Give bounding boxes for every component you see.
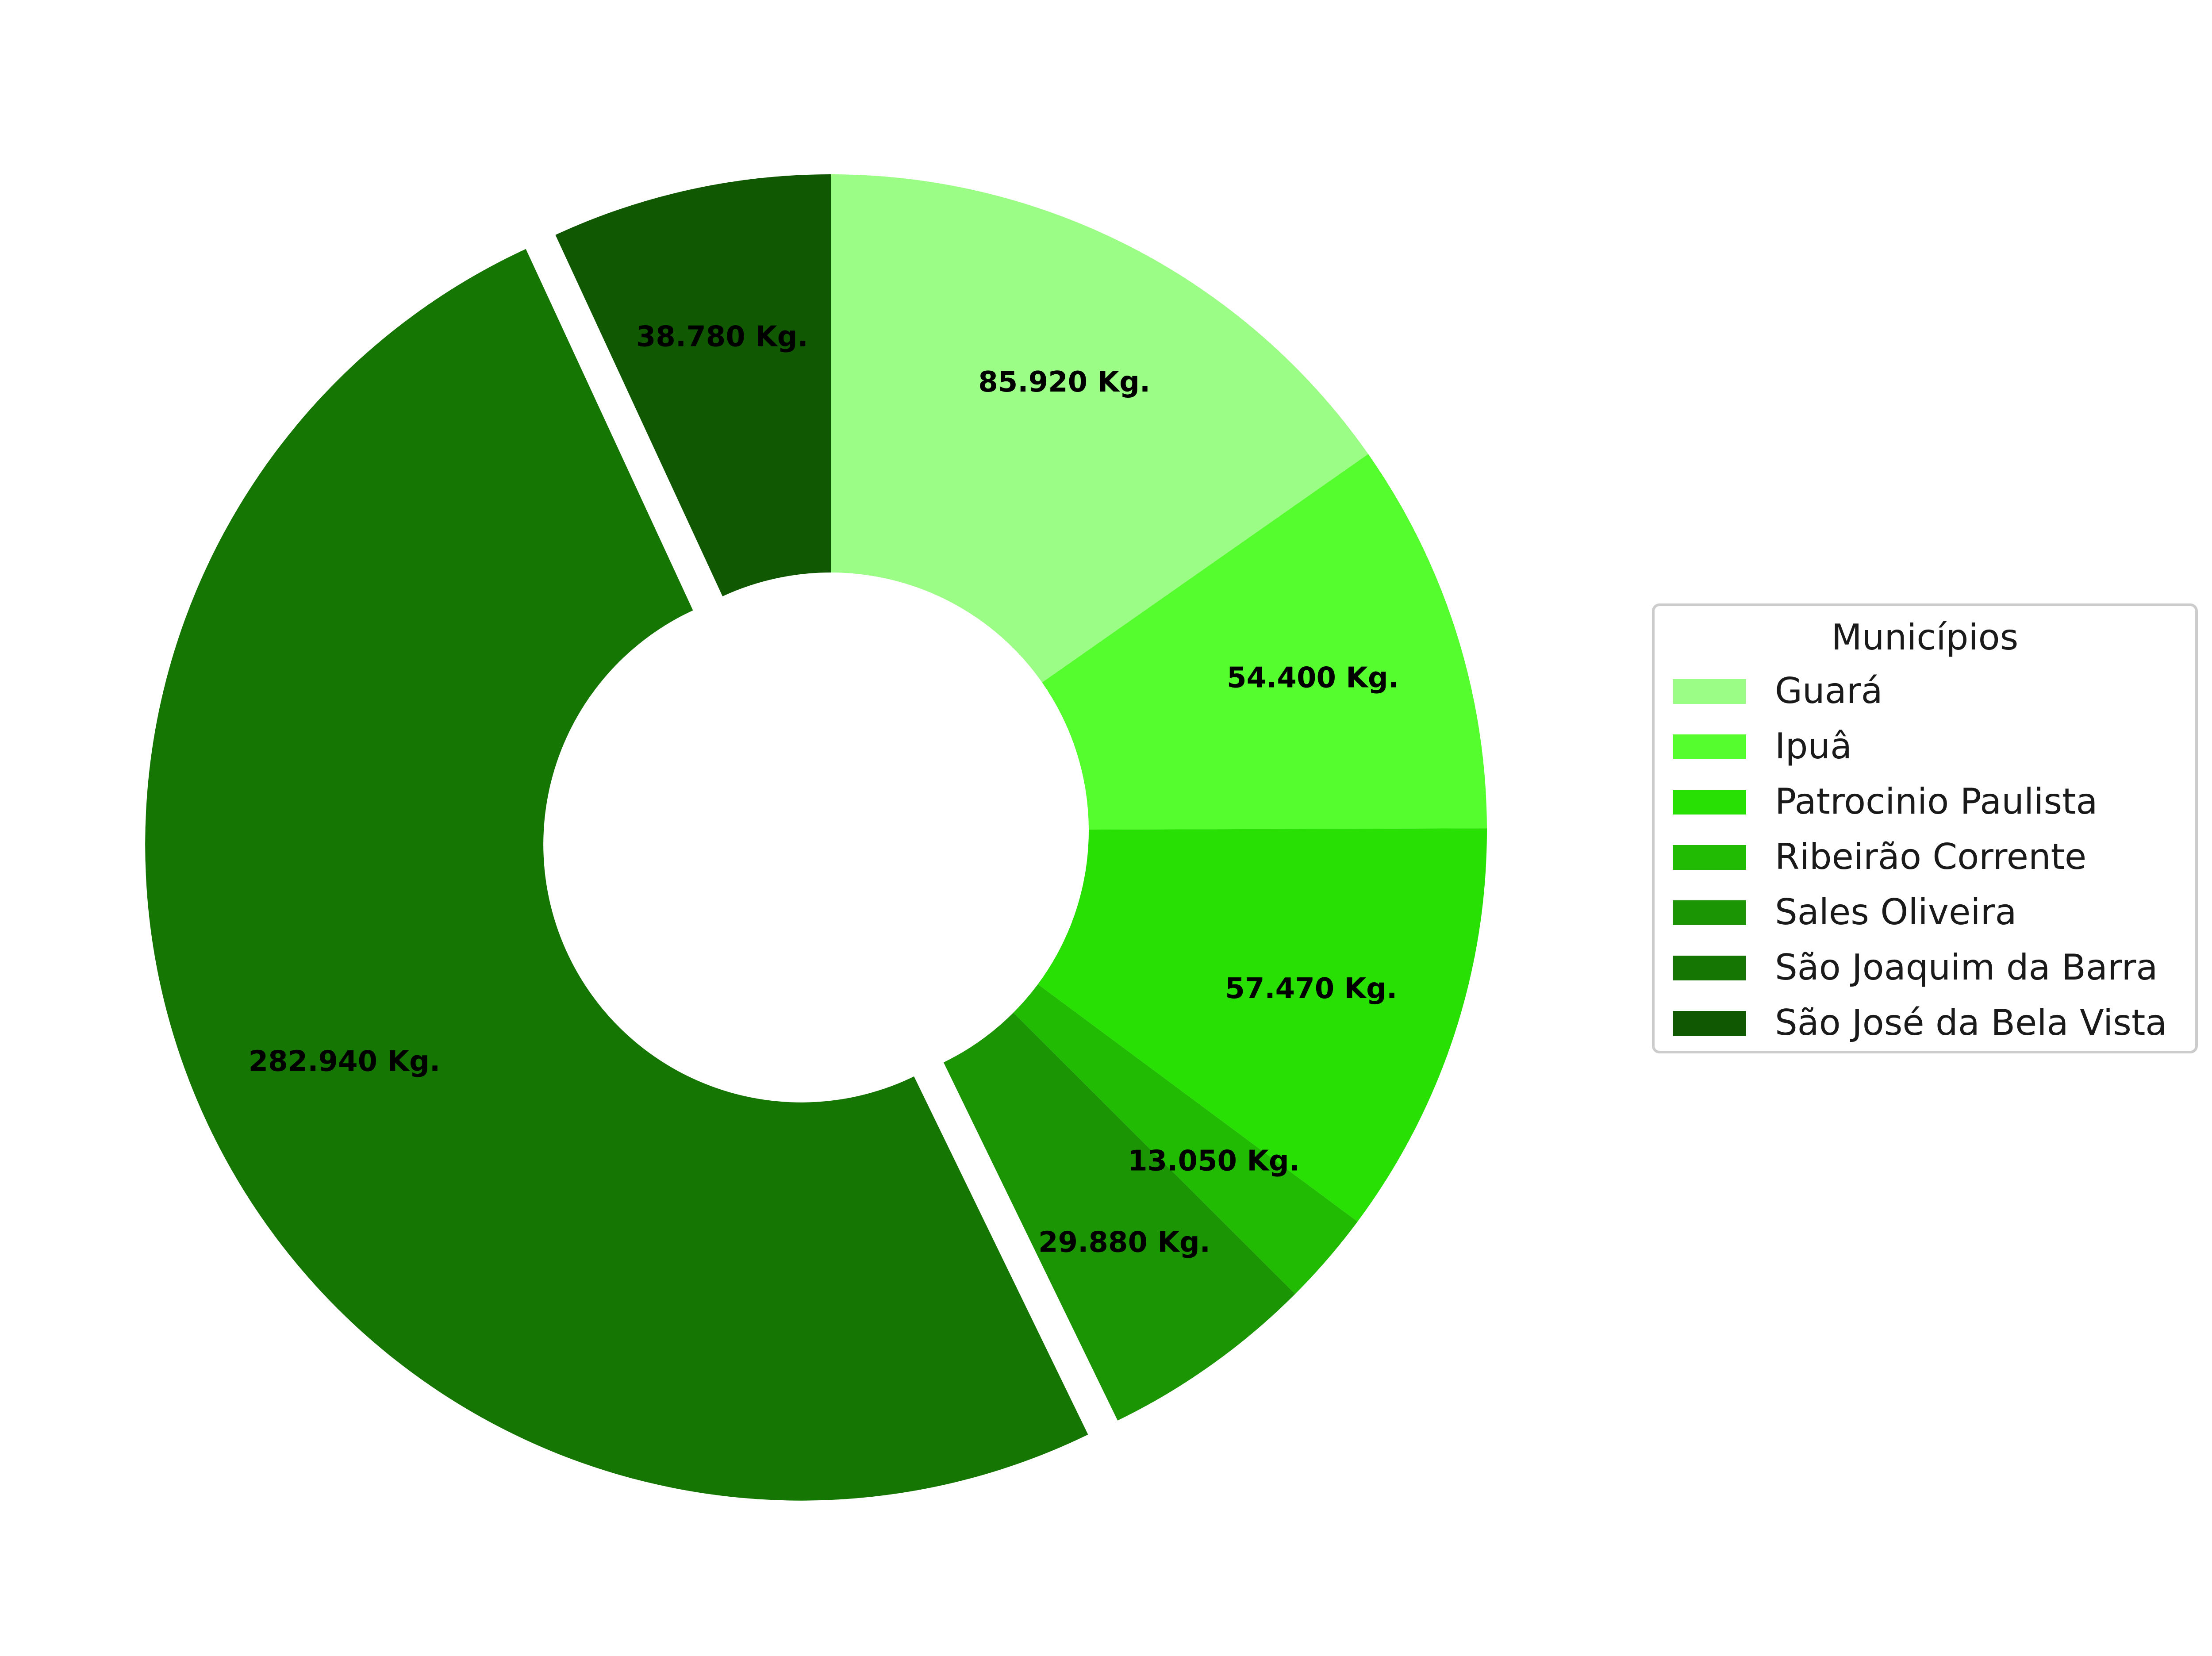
slice-ipu- — [1042, 454, 1487, 830]
legend-swatch — [1673, 900, 1746, 925]
legend-swatch — [1673, 679, 1746, 704]
legend-label: São José da Bela Vista — [1775, 1002, 2167, 1043]
slice-value-label: 85.920 Kg. — [978, 366, 1150, 399]
legend-swatch — [1673, 790, 1746, 815]
slice-s-o-joaquim-da-barra — [145, 249, 1088, 1501]
slice-value-label: 282.940 Kg. — [249, 1045, 441, 1078]
legend-label: Guará — [1775, 670, 1883, 711]
slice-value-label: 29.880 Kg. — [1038, 1226, 1210, 1259]
slice-group — [145, 174, 1487, 1501]
slice-value-label: 57.470 Kg. — [1225, 972, 1397, 1005]
slice-value-label: 13.050 Kg. — [1128, 1145, 1300, 1177]
legend-label: Sales Oliveira — [1775, 891, 2016, 933]
legend-label: Ribeirão Corrente — [1775, 836, 2086, 877]
slice-label-group: 85.920 Kg. 54.400 Kg. 57.470 Kg. 13.050 Kg.… — [249, 321, 1399, 1259]
legend-title: Municípios — [1832, 617, 2019, 658]
legend-label: Patrocinio Paulista — [1775, 781, 2098, 822]
slice-value-label: 38.780 Kg. — [636, 321, 808, 353]
slice-ribeir-o-corrente — [1013, 984, 1358, 1294]
slice-guar- — [831, 174, 1368, 683]
legend-swatch — [1673, 734, 1746, 759]
legend-frame — [1652, 603, 2198, 1053]
legend-swatch — [1673, 845, 1746, 870]
slice-patrocinio-paulista — [1038, 828, 1487, 1222]
legend: Municípios Guará Ipuâ Patrocinio Paulista R… — [1652, 603, 2198, 1053]
legend-items: Guará Ipuâ Patrocinio Paulista Ribeirão Cor… — [1673, 670, 2167, 1043]
slice-s-o-jos-da-bela-vista — [555, 174, 831, 596]
legend-swatch — [1673, 956, 1746, 980]
legend-label: São Joaquim da Barra — [1775, 947, 2158, 988]
legend-swatch — [1673, 1011, 1746, 1036]
slice-value-label: 54.400 Kg. — [1227, 661, 1399, 694]
slice-sales-oliveira — [943, 1012, 1295, 1421]
legend-label: Ipuâ — [1775, 726, 1852, 767]
